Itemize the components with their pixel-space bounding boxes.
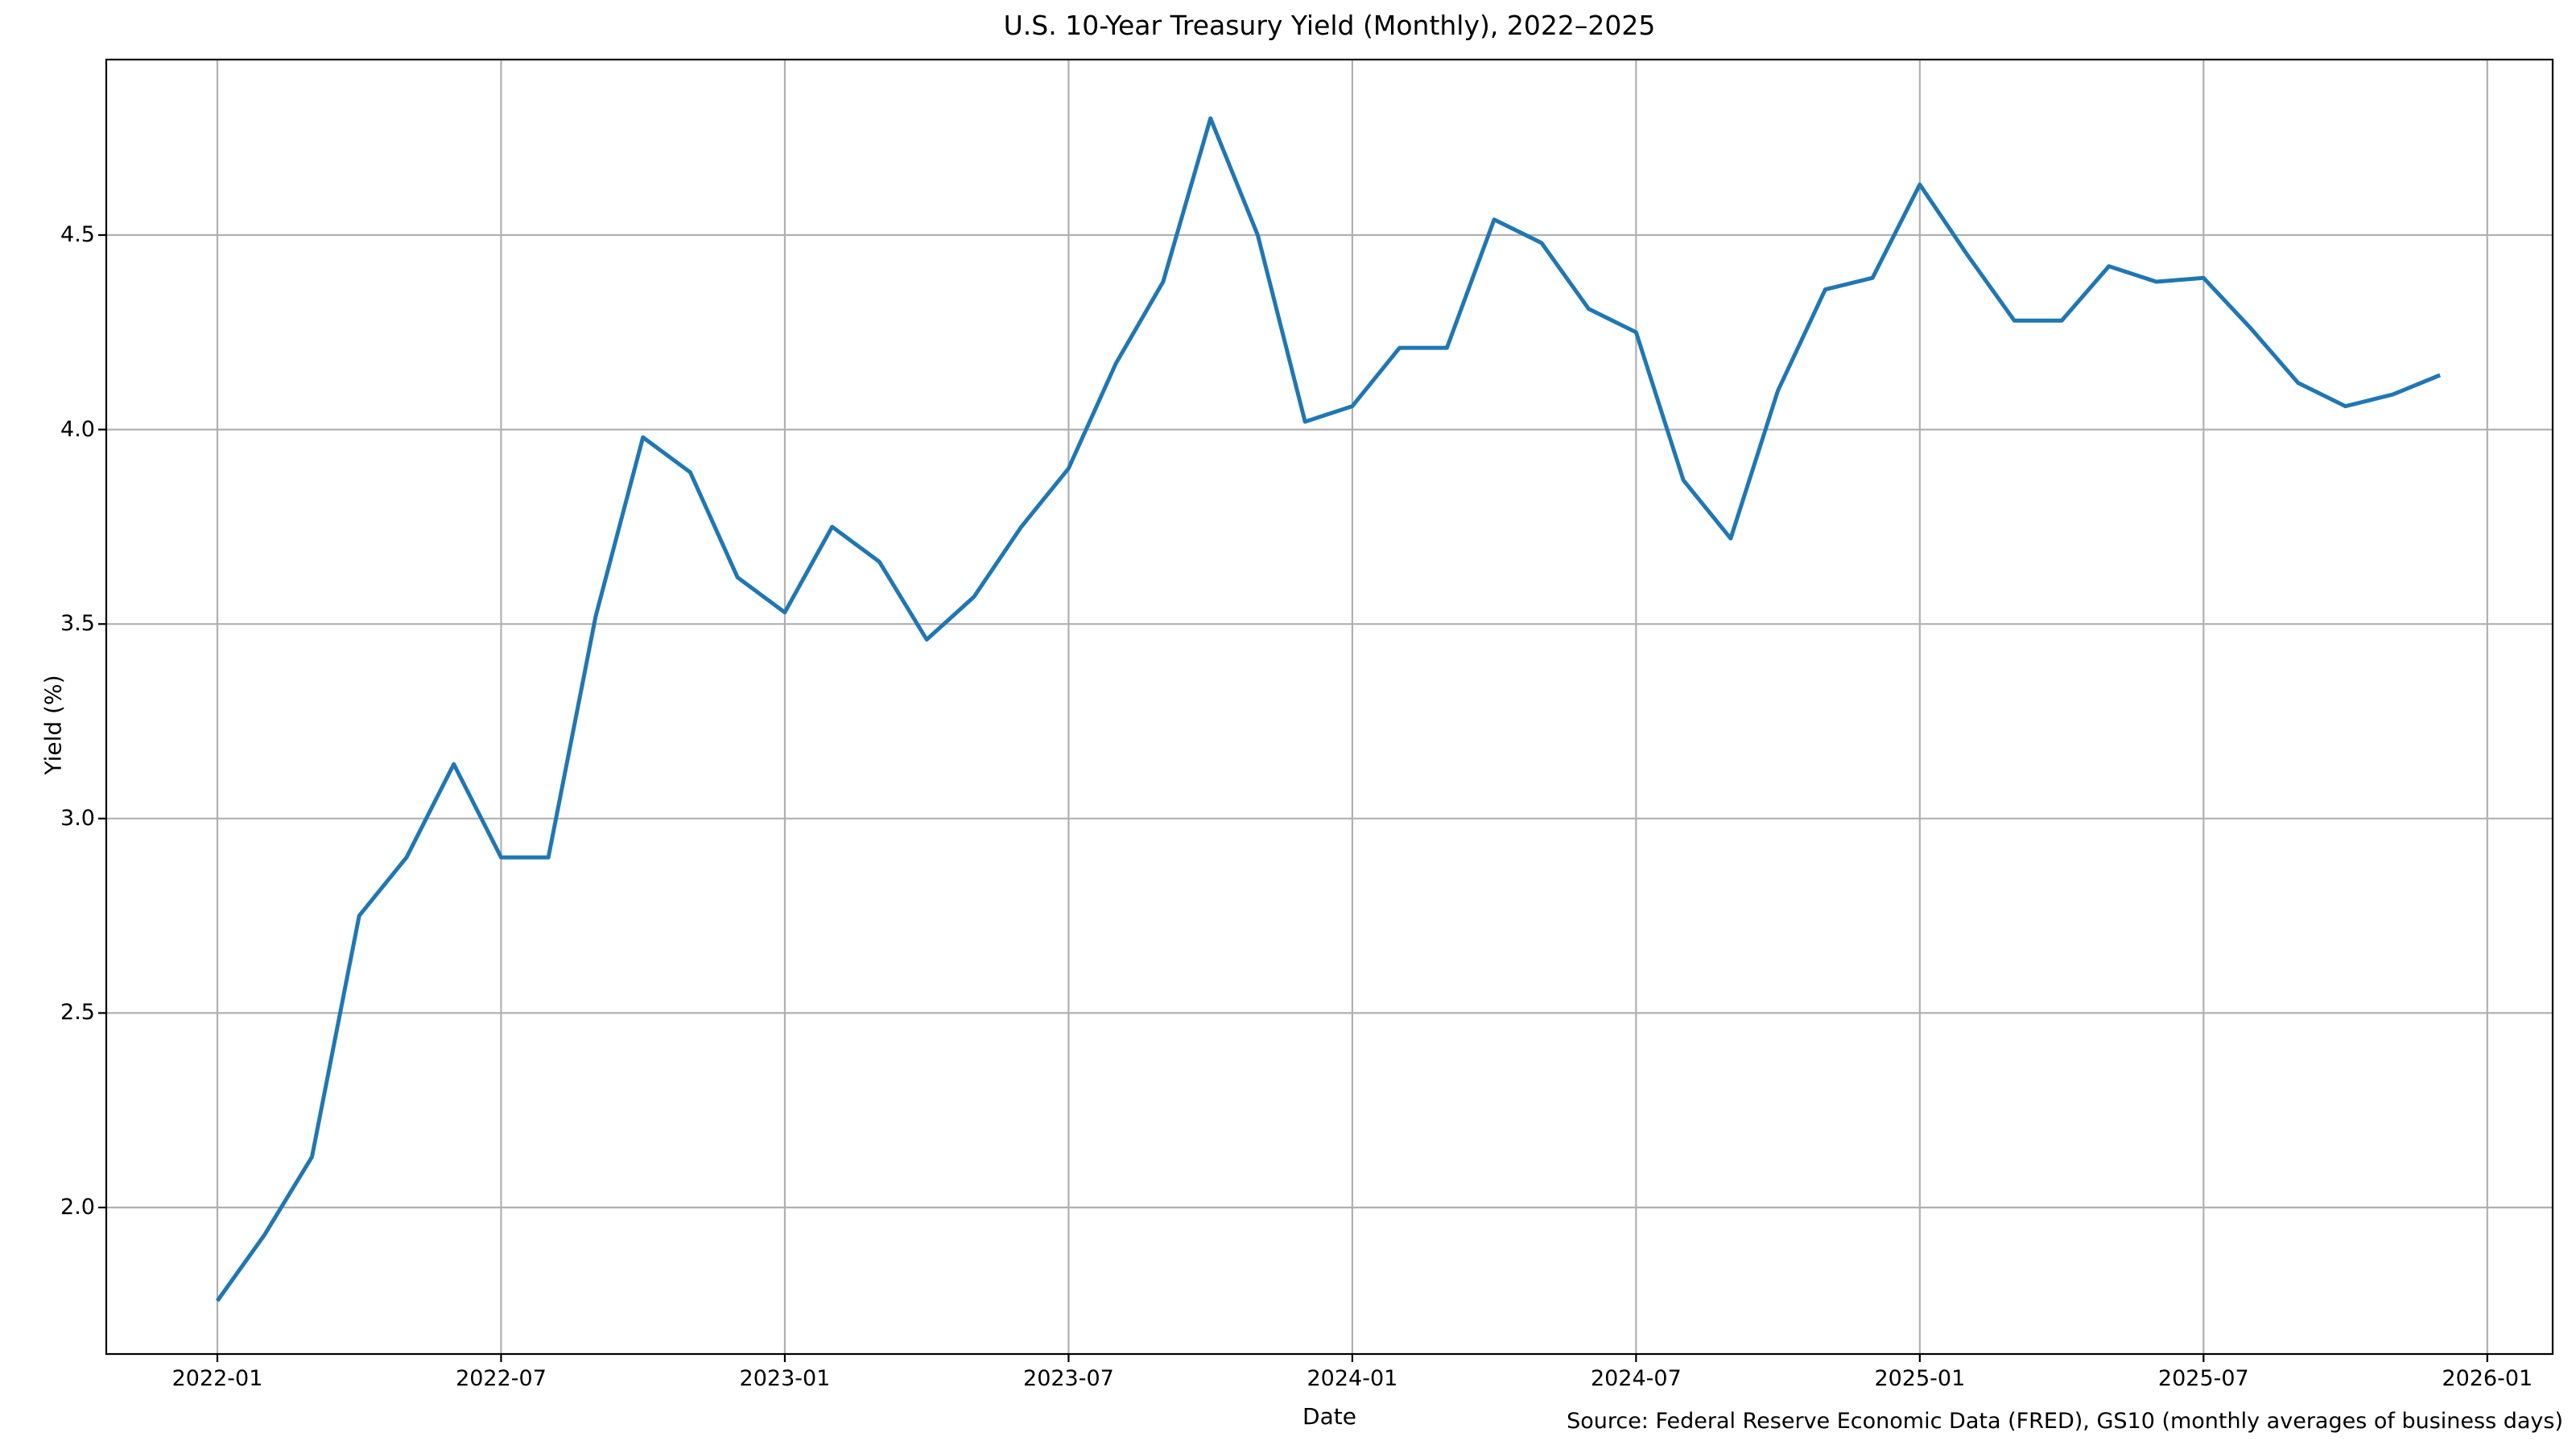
y-tick-label: 4.5 xyxy=(60,222,95,247)
gridlines xyxy=(106,60,2553,1354)
y-tick-label: 3.0 xyxy=(60,805,95,831)
plot-border xyxy=(105,58,2554,1356)
source-note: Source: Federal Reserve Economic Data (F… xyxy=(1567,1409,2563,1434)
y-axis-label-text: Yield (%) xyxy=(39,674,67,775)
x-tick-label: 2024-07 xyxy=(1590,1366,1682,1391)
yield-line-series xyxy=(215,116,2442,1302)
axis-ticks xyxy=(98,233,2488,1362)
x-axis-label: Date xyxy=(1302,1403,1356,1430)
x-tick-label: 2022-07 xyxy=(456,1366,547,1391)
x-tick-label: 2026-01 xyxy=(2442,1366,2533,1391)
y-tick-label: 2.5 xyxy=(60,1000,95,1026)
y-tick-label: 2.0 xyxy=(60,1195,95,1220)
y-tick-label: 4.0 xyxy=(60,416,95,442)
y-tick-label: 3.5 xyxy=(60,611,95,637)
chart-title: U.S. 10-Year Treasury Yield (Monthly), 2… xyxy=(1003,10,1656,41)
x-tick-label: 2022-01 xyxy=(171,1366,263,1391)
x-tick-label: 2024-01 xyxy=(1307,1366,1398,1391)
x-tick-label: 2023-01 xyxy=(739,1366,831,1391)
x-tick-label: 2025-07 xyxy=(2157,1366,2249,1391)
y-axis-label: Yield (%) xyxy=(3,0,103,1449)
x-tick-label: 2023-07 xyxy=(1023,1366,1114,1391)
x-tick-label: 2025-01 xyxy=(1874,1366,1966,1391)
